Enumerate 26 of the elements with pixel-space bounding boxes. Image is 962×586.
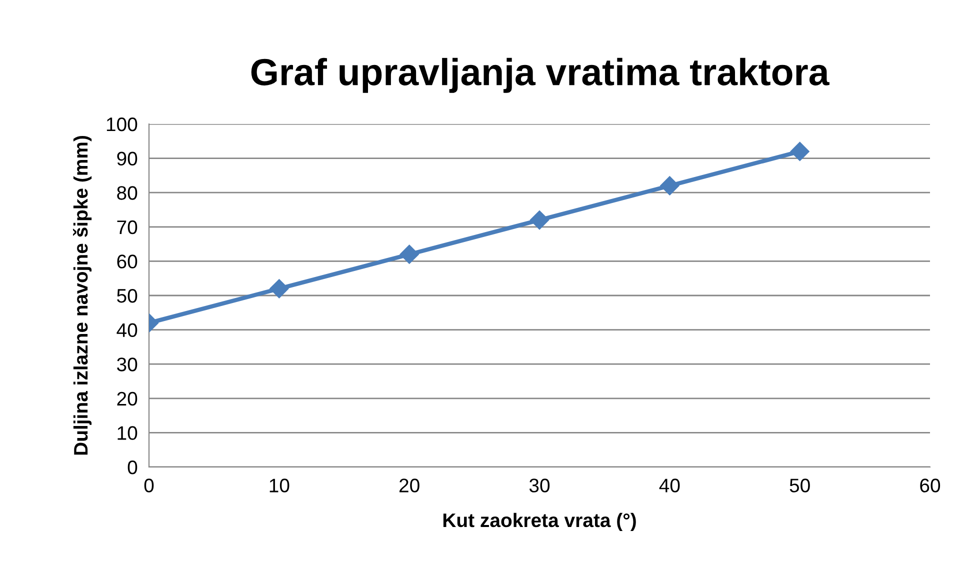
x-tick-label: 0 — [144, 478, 154, 492]
y-tick-label: 60 — [117, 254, 138, 268]
x-tick-label: 10 — [270, 478, 290, 492]
x-tick-label: 60 — [920, 478, 940, 492]
x-axis-title: Kut zaokreta vrata (°) — [443, 512, 636, 532]
x-tick-label: 20 — [400, 478, 420, 492]
y-tick-label: 30 — [117, 358, 138, 372]
y-tick-label: 80 — [117, 186, 138, 200]
y-axis-title: Duljina izlazne navojne šipke (mm) — [73, 136, 92, 455]
point — [400, 244, 419, 264]
point — [270, 279, 289, 298]
x-tick-label: 40 — [659, 478, 680, 492]
y-tick-label: 20 — [117, 392, 138, 406]
x-tick-label: 50 — [790, 478, 810, 492]
x-tick-label: 30 — [529, 478, 550, 492]
point — [660, 176, 680, 196]
y-tick-label: 70 — [117, 220, 138, 234]
y-tick-label: 100 — [106, 117, 138, 132]
point — [530, 210, 550, 230]
y-tick-label: 10 — [118, 426, 138, 440]
point — [790, 142, 810, 161]
y-tick-label: 0 — [128, 460, 138, 474]
chart-title: Graf upravljanja vratima traktora — [251, 58, 830, 93]
y-tick-label: 50 — [117, 288, 138, 303]
y-tick-label: 40 — [116, 323, 138, 338]
y-tick-label: 90 — [117, 152, 138, 166]
